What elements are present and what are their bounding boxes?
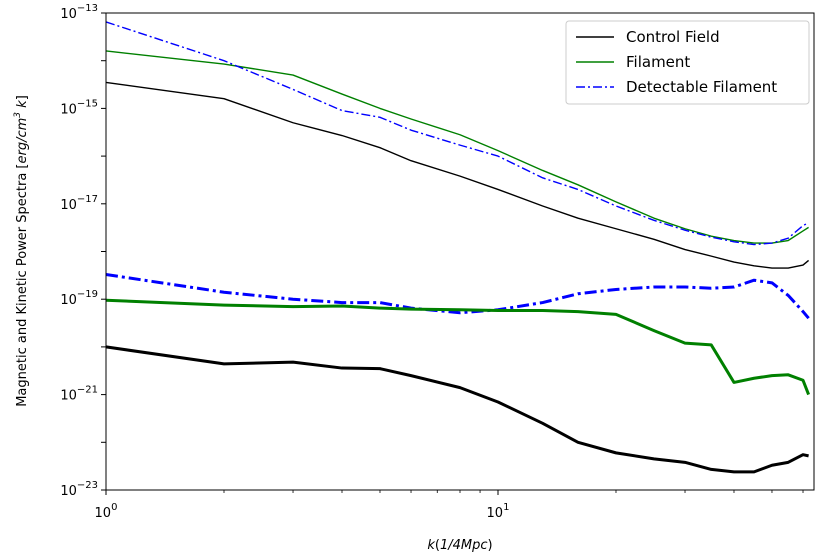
y-tick-label: 10−17	[60, 194, 98, 213]
ticks-layer: 100 101 10−23 10−21 10−19 10−17 10−15 10−13	[60, 3, 804, 521]
series-line-unlabeled-3-thick	[105, 272, 810, 320]
series-line-detectable-filament	[105, 21, 809, 246]
y-tick-label: 10−21	[60, 385, 98, 404]
series-line-unlabeled-5-thick	[105, 345, 809, 474]
series-layer	[105, 21, 810, 474]
y-axis-label: Magnetic and Kinetic Power Spectra [erg/…	[13, 95, 30, 407]
y-tick-label: 10−23	[60, 480, 98, 499]
x-tick-label: 101	[487, 502, 510, 521]
legend-box	[565, 20, 810, 105]
y-tick-label: 10−19	[60, 289, 98, 308]
legend: Control Field Filament Detectable Filament	[565, 20, 810, 105]
y-tick-label: 10−15	[60, 98, 98, 117]
y-tick-label: 10−13	[60, 3, 98, 22]
x-axis-label: k(1/4Mpc)	[427, 538, 492, 553]
legend-label-filament: Filament	[626, 53, 690, 71]
legend-label-detectable-filament: Detectable Filament	[626, 78, 777, 96]
series-line-unlabeled-4-thick	[105, 298, 810, 396]
legend-label-control-field: Control Field	[626, 28, 720, 46]
series-line-control-field	[105, 81, 810, 269]
x-tick-label: 100	[95, 502, 118, 521]
